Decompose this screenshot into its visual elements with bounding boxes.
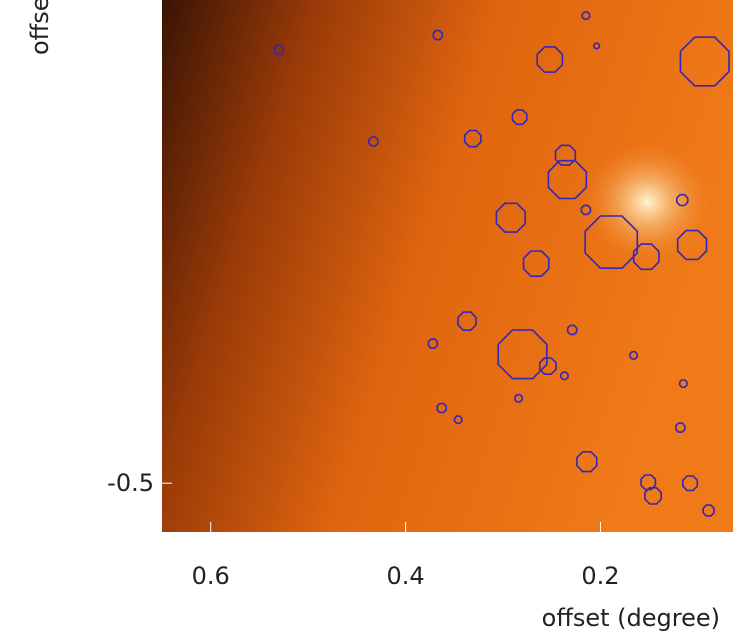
sky-image: [162, 0, 733, 532]
source-region: [566, 324, 578, 336]
source-region: [632, 243, 660, 271]
source-region: [678, 379, 688, 389]
source-region: [514, 393, 524, 403]
source-region: [584, 215, 639, 270]
source-region: [593, 42, 601, 50]
source-region: [576, 450, 598, 473]
source-region: [547, 159, 588, 200]
source-region: [676, 229, 708, 261]
x-tick-label: 0.2: [581, 562, 619, 590]
source-region: [702, 504, 715, 517]
plot-area: [273, 11, 730, 517]
source-region: [538, 357, 557, 376]
source-region: [580, 204, 592, 216]
source-region: [495, 202, 527, 233]
source-region: [682, 475, 699, 492]
source-region: [679, 36, 730, 87]
source-region: [497, 329, 548, 380]
x-axis-label: offset (degree): [542, 604, 720, 632]
y-axis-label: offset (degree): [26, 0, 54, 55]
source-region: [368, 136, 379, 147]
source-region: [427, 338, 439, 349]
x-tick-label: 0.4: [387, 562, 425, 590]
source-region: [676, 193, 689, 207]
source-region: [457, 311, 477, 332]
source-region: [511, 109, 528, 126]
source-region: [554, 144, 577, 166]
source-region: [453, 415, 463, 425]
source-region: [432, 29, 444, 41]
x-tick-label: 0.6: [192, 562, 230, 590]
source-region: [436, 402, 448, 414]
source-region: [536, 46, 564, 73]
source-region: [463, 129, 482, 148]
source-region: [581, 11, 591, 21]
y-tick-label: -0.5: [107, 469, 154, 497]
source-region: [644, 486, 663, 505]
source-region: [629, 350, 639, 360]
source-region: [273, 44, 285, 56]
source-region: [559, 371, 569, 381]
source-region: [675, 422, 686, 433]
source-region: [522, 250, 550, 278]
